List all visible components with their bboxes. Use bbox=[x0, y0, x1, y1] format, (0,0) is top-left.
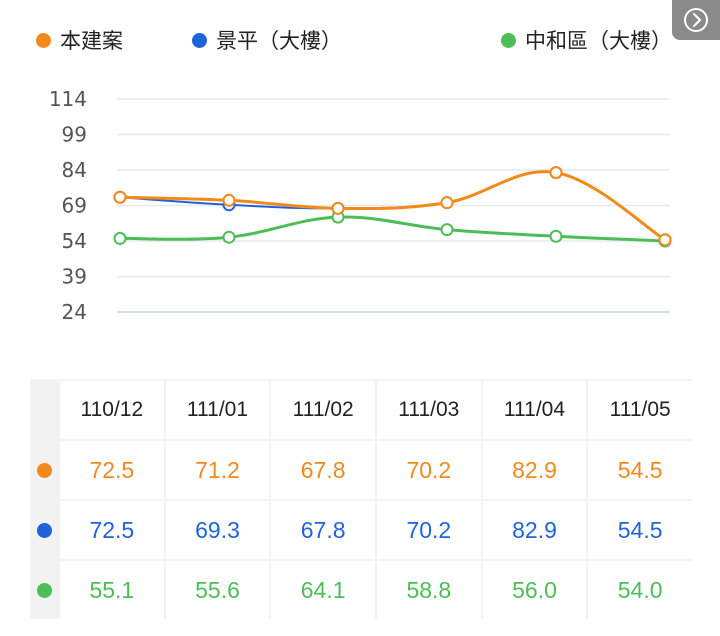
data-point[interactable] bbox=[440, 223, 454, 237]
y-tick-label: 84 bbox=[62, 158, 87, 182]
table-cell: 55.1 bbox=[60, 561, 164, 619]
legend-item-jingping[interactable]: 景平（大樓） bbox=[192, 24, 342, 56]
series-path bbox=[119, 170, 666, 242]
table-cell: 54.5 bbox=[588, 441, 692, 499]
row-dot bbox=[37, 522, 52, 538]
data-point[interactable] bbox=[222, 230, 236, 244]
y-tick-label: 54 bbox=[62, 229, 87, 253]
y-tick-label: 24 bbox=[62, 300, 87, 324]
y-axis-ticks: 114 99 84 69 54 39 24 bbox=[49, 87, 87, 324]
legend-dot bbox=[192, 32, 207, 48]
data-point[interactable] bbox=[549, 166, 563, 180]
data-table: 110/12 111/01 111/02 111/03 111/04 111/0… bbox=[30, 379, 692, 619]
row-key-jingping bbox=[30, 501, 58, 559]
y-tick-label: 114 bbox=[49, 87, 87, 111]
table-cell: 82.9 bbox=[482, 441, 587, 499]
table-cell: 56.0 bbox=[482, 561, 587, 619]
table-header: 111/02 bbox=[271, 381, 375, 439]
series-path bbox=[119, 215, 666, 243]
table-cell: 54.5 bbox=[588, 501, 692, 559]
table-cell: 72.5 bbox=[60, 441, 164, 499]
grid bbox=[117, 98, 670, 313]
table-cell: 70.2 bbox=[376, 441, 481, 499]
table-header: 111/01 bbox=[165, 381, 270, 439]
data-point[interactable] bbox=[549, 229, 563, 243]
table-cell: 70.2 bbox=[376, 501, 481, 559]
legend-dot bbox=[501, 32, 516, 48]
series-line-0 bbox=[113, 166, 672, 247]
line-chart: 114 99 84 69 54 39 24 bbox=[49, 87, 672, 324]
table-header: 111/04 bbox=[482, 381, 587, 439]
y-tick-label: 39 bbox=[62, 265, 87, 289]
table-cell: 67.8 bbox=[271, 441, 375, 499]
legend-label: 中和區（大樓） bbox=[525, 29, 672, 53]
table-cell: 58.8 bbox=[376, 561, 481, 619]
data-point[interactable] bbox=[222, 193, 236, 207]
y-tick-label: 99 bbox=[62, 123, 87, 147]
legend-item-project[interactable]: 本建案 bbox=[36, 24, 123, 56]
legend-item-zhonghe[interactable]: 中和區（大樓） bbox=[501, 24, 672, 56]
table-cell: 54.0 bbox=[588, 561, 692, 619]
table-cell: 71.2 bbox=[165, 441, 270, 499]
series bbox=[113, 166, 672, 248]
row-key-zhonghe bbox=[30, 561, 58, 619]
table-cell: 64.1 bbox=[271, 561, 375, 619]
data-point[interactable] bbox=[113, 231, 127, 245]
y-tick-label: 69 bbox=[62, 194, 87, 218]
next-button[interactable] bbox=[672, 0, 720, 40]
chevron-right-icon bbox=[684, 8, 708, 32]
table-header: 110/12 bbox=[60, 381, 164, 439]
table-cell: 82.9 bbox=[482, 501, 587, 559]
data-point[interactable] bbox=[331, 201, 345, 215]
table-cell: 67.8 bbox=[271, 501, 375, 559]
row-dot bbox=[37, 582, 52, 598]
table-cell: 72.5 bbox=[60, 501, 164, 559]
legend-dot bbox=[36, 32, 51, 48]
row-dot bbox=[37, 462, 52, 478]
table-header: 111/03 bbox=[376, 381, 481, 439]
table-header: 111/05 bbox=[588, 381, 692, 439]
data-point[interactable] bbox=[113, 190, 127, 204]
table-cell: 55.6 bbox=[165, 561, 270, 619]
legend-label: 景平（大樓） bbox=[216, 29, 342, 53]
table-corner bbox=[30, 381, 58, 439]
legend-label: 本建案 bbox=[60, 29, 123, 53]
row-key-project bbox=[30, 441, 58, 499]
table-cell: 69.3 bbox=[165, 501, 270, 559]
data-point[interactable] bbox=[658, 233, 672, 247]
data-point[interactable] bbox=[440, 196, 454, 210]
